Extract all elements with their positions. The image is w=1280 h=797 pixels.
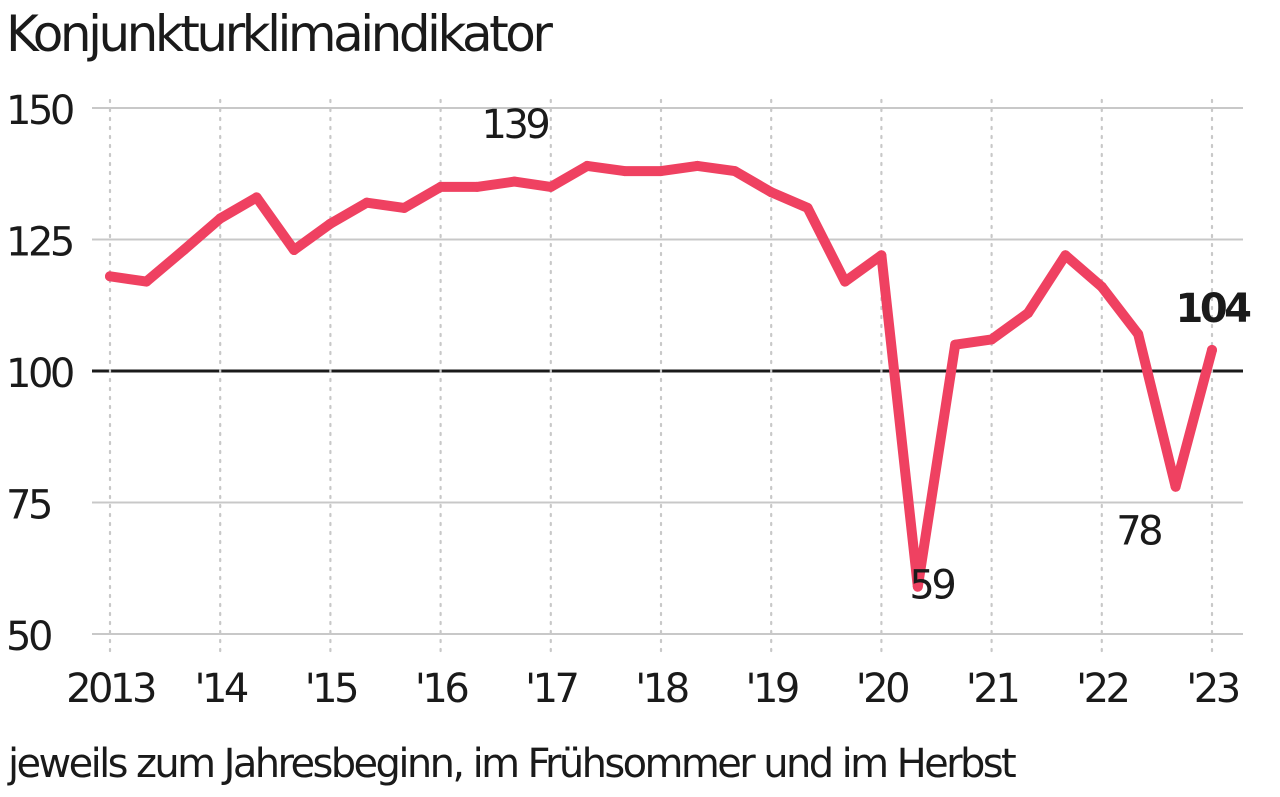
y-tick-label-50: 50 — [6, 614, 51, 660]
data-point-21 — [876, 250, 887, 261]
data-point-10 — [471, 181, 482, 192]
data-point-25 — [1022, 308, 1033, 319]
data-point-2 — [178, 245, 189, 256]
data-point-3 — [215, 213, 226, 224]
annotation-label-104: 104 — [1176, 286, 1251, 332]
data-point-16 — [692, 160, 703, 171]
chart-note: jeweils zum Jahresbeginn, im Frühsommer … — [8, 741, 1017, 787]
data-point-27 — [1096, 281, 1107, 292]
data-point-28 — [1133, 329, 1144, 340]
grid-layer — [92, 98, 1243, 658]
y-axis-labels: 150 125 100 75 50 — [6, 88, 76, 660]
data-point-8 — [399, 202, 410, 213]
x-tick-label-2022: '22 — [1076, 666, 1127, 712]
data-point-20 — [840, 276, 851, 287]
data-point-18 — [766, 187, 777, 198]
x-tick-label-2015: '15 — [305, 666, 356, 712]
data-point-22 — [912, 581, 923, 592]
y-tick-label-125: 125 — [6, 220, 72, 266]
x-axis-labels: 2013 '14 '15 '16 '17 '18 '19 '20 '21 '22 '23 — [66, 666, 1242, 712]
data-point-0 — [105, 271, 115, 282]
annotation-layer: 139 59 78 104 — [482, 102, 1254, 609]
data-point-1 — [141, 276, 152, 287]
x-tick-label-2017: '17 — [525, 666, 577, 712]
data-point-26 — [1060, 250, 1071, 261]
x-tick-label-2016: '16 — [415, 666, 467, 712]
data-point-24 — [986, 334, 997, 345]
x-tick-label-2018: '18 — [635, 666, 687, 712]
x-tick-label-2014: '14 — [194, 666, 247, 712]
annotation-label-139: 139 — [482, 102, 549, 148]
data-point-14 — [619, 166, 630, 177]
data-point-12 — [545, 181, 556, 192]
data-point-19 — [802, 202, 813, 213]
x-tick-label-2023: '23 — [1186, 666, 1238, 712]
data-point-6 — [325, 218, 336, 229]
data-point-9 — [435, 181, 446, 192]
data-point-13 — [582, 160, 593, 171]
data-point-29 — [1170, 481, 1181, 492]
chart-title: Konjunkturklimaindikator — [6, 5, 553, 63]
data-point-5 — [289, 245, 300, 256]
y-tick-label-100: 100 — [6, 351, 73, 397]
data-point-23 — [950, 339, 961, 350]
data-point-17 — [729, 166, 740, 177]
annotation-label-59: 59 — [909, 563, 954, 609]
data-point-15 — [656, 166, 666, 177]
data-point-30 — [1207, 344, 1217, 355]
series-layer — [105, 160, 1217, 592]
data-point-7 — [361, 197, 372, 208]
annotation-label-78: 78 — [1116, 509, 1161, 555]
data-point-4 — [251, 192, 262, 203]
x-tick-label-2019: '19 — [745, 666, 797, 712]
data-point-11 — [509, 176, 520, 187]
y-tick-label-75: 75 — [6, 483, 50, 529]
x-tick-label-2013: 2013 — [66, 666, 155, 712]
x-tick-label-2020: '20 — [856, 666, 908, 712]
x-tick-label-2021: '21 — [966, 666, 1017, 712]
y-tick-label-150: 150 — [6, 88, 73, 134]
